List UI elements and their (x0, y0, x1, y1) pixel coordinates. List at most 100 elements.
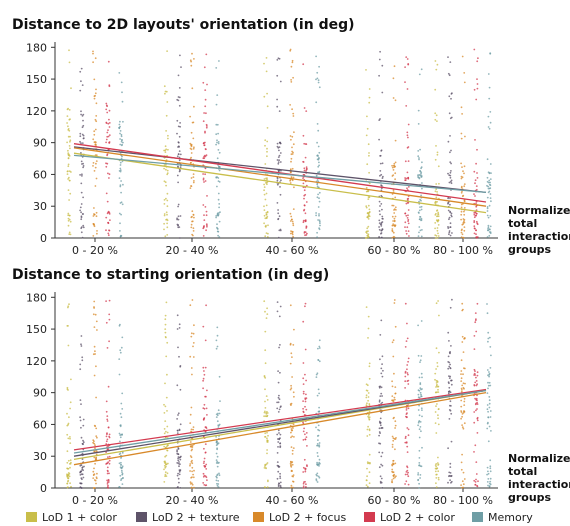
y-tick-label: 30 (33, 450, 47, 463)
data-point (278, 315, 281, 318)
data-point (420, 372, 423, 375)
data-point (93, 442, 96, 445)
data-point (380, 149, 383, 152)
data-point (292, 474, 295, 476)
data-point (405, 409, 408, 411)
data-point (421, 187, 423, 190)
data-point (94, 118, 97, 121)
data-point (95, 215, 98, 218)
data-point (395, 475, 397, 478)
scatter-points (66, 298, 492, 489)
data-point (202, 120, 205, 123)
data-point (202, 173, 205, 175)
data-point (406, 217, 409, 219)
data-point (418, 414, 421, 417)
data-point (460, 387, 463, 390)
data-point (474, 319, 477, 322)
data-point (265, 232, 268, 235)
data-point (165, 475, 168, 477)
data-point (66, 467, 69, 470)
data-point (266, 92, 268, 95)
data-point (406, 364, 409, 366)
data-point (418, 449, 421, 452)
data-point (292, 427, 294, 429)
data-point (368, 208, 371, 211)
data-point (436, 227, 439, 229)
data-point (263, 222, 265, 225)
data-point (66, 122, 68, 124)
data-point (486, 158, 489, 161)
data-point (290, 79, 292, 81)
data-point (108, 173, 111, 176)
data-point (291, 463, 294, 466)
data-point (367, 414, 370, 416)
data-point (191, 466, 194, 469)
data-point (266, 307, 268, 310)
data-point (449, 222, 452, 225)
data-point (190, 449, 193, 452)
data-point (315, 55, 317, 58)
data-point (189, 483, 192, 485)
data-point (436, 151, 439, 154)
data-point (81, 163, 83, 165)
data-point (365, 230, 368, 233)
data-point (304, 470, 307, 473)
data-point (420, 235, 423, 238)
data-point (379, 334, 382, 336)
data-point (475, 98, 478, 101)
data-point (421, 182, 423, 184)
data-point (82, 196, 84, 199)
data-point (449, 363, 451, 366)
data-point (66, 450, 69, 453)
data-point (463, 172, 465, 175)
data-point (164, 92, 166, 95)
data-point (289, 220, 292, 222)
data-point (279, 193, 282, 196)
data-point (204, 131, 206, 134)
data-point (176, 462, 179, 464)
data-point (263, 214, 266, 217)
data-point (381, 64, 384, 67)
data-point (191, 52, 193, 55)
data-point (463, 210, 465, 213)
data-point (418, 158, 420, 161)
data-point (118, 212, 121, 215)
data-point (264, 362, 267, 365)
data-point (436, 462, 439, 464)
data-point (191, 462, 194, 465)
data-point (179, 469, 182, 472)
data-point (265, 463, 268, 465)
data-point (406, 134, 409, 137)
data-point (165, 301, 168, 304)
data-point (461, 302, 464, 305)
data-point (121, 483, 124, 485)
data-point (66, 482, 69, 485)
data-point (437, 423, 440, 426)
data-point (278, 394, 280, 397)
data-point (393, 302, 396, 304)
y-tick-label: 90 (33, 137, 47, 150)
data-point (449, 61, 452, 63)
x-tick-label: 0 - 20 % (72, 494, 118, 507)
data-point (108, 436, 111, 439)
data-point (488, 373, 491, 376)
data-point (406, 445, 409, 448)
data-point (202, 366, 205, 369)
data-point (80, 110, 82, 113)
data-point (278, 346, 280, 349)
data-point (477, 57, 479, 60)
data-point (463, 337, 466, 339)
data-point (407, 160, 410, 163)
data-point (380, 184, 383, 187)
data-point (165, 396, 168, 399)
data-point (367, 425, 369, 428)
data-point (303, 427, 305, 430)
data-point (179, 166, 182, 169)
data-point (118, 123, 121, 126)
data-point (447, 172, 449, 175)
data-point (218, 220, 221, 223)
data-point (66, 476, 69, 478)
data-point (276, 202, 279, 204)
data-point (379, 385, 382, 388)
data-point (421, 415, 423, 418)
